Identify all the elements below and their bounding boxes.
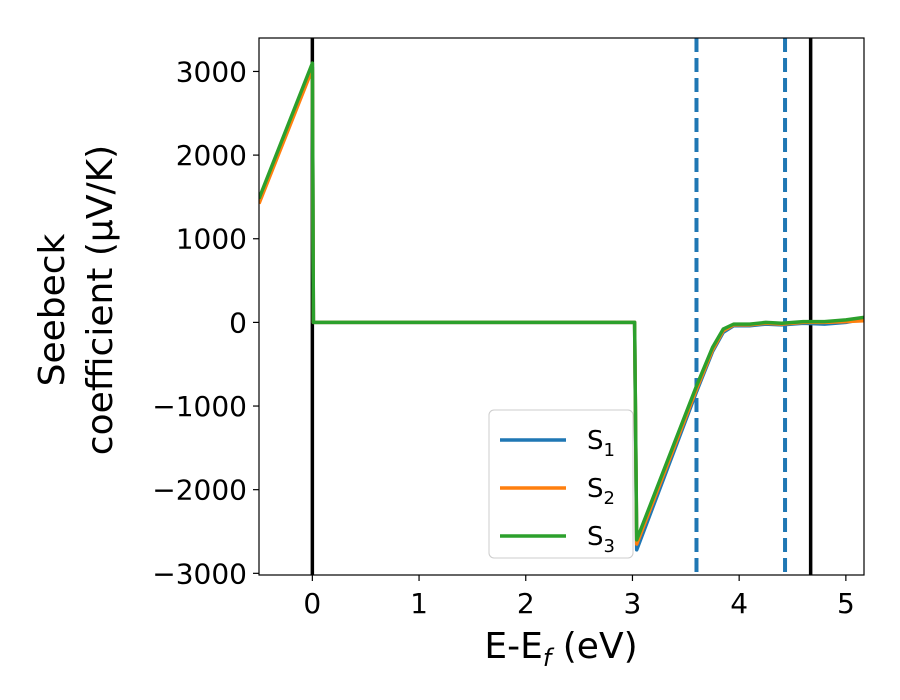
x-axis-title-main: E-E <box>484 626 542 667</box>
x-tick-label: 2 <box>517 587 535 620</box>
series-line-3 <box>259 61 864 542</box>
x-axis-title-unit: (eV) <box>551 626 637 667</box>
x-tick-label: 0 <box>303 587 321 620</box>
legend-label-2: S2 <box>587 474 615 509</box>
y-tick-label: 1000 <box>176 223 247 256</box>
plot-frame <box>258 37 865 576</box>
x-tick-label: 3 <box>624 587 642 620</box>
y-axis-ticks: 3000 2000 1000 0 −1000 −2000 −3000 <box>152 55 259 590</box>
x-tick-label: 1 <box>410 587 428 620</box>
legend: S1 S2 S3 <box>488 409 634 559</box>
legend-label-3: S3 <box>587 522 615 557</box>
legend-label-1: S1 <box>587 426 615 461</box>
x-axis-ticks: 0 1 2 3 4 5 <box>303 575 855 620</box>
y-tick-label: 3000 <box>176 55 247 88</box>
x-tick-label: 5 <box>837 587 855 620</box>
y-axis-title-line2: coefficient (μV/K) <box>80 145 121 455</box>
y-axis-title-line1: Seebeck <box>32 233 73 386</box>
y-tick-label: −1000 <box>152 390 247 423</box>
y-tick-label: −2000 <box>152 474 247 507</box>
series-lines <box>259 61 864 552</box>
y-tick-label: 0 <box>229 306 247 339</box>
x-tick-label: 4 <box>730 587 748 620</box>
y-tick-label: −3000 <box>152 557 247 590</box>
y-tick-label: 2000 <box>176 139 247 172</box>
legend-box <box>488 409 634 559</box>
x-axis-title: E-Ef (eV) <box>484 626 637 672</box>
